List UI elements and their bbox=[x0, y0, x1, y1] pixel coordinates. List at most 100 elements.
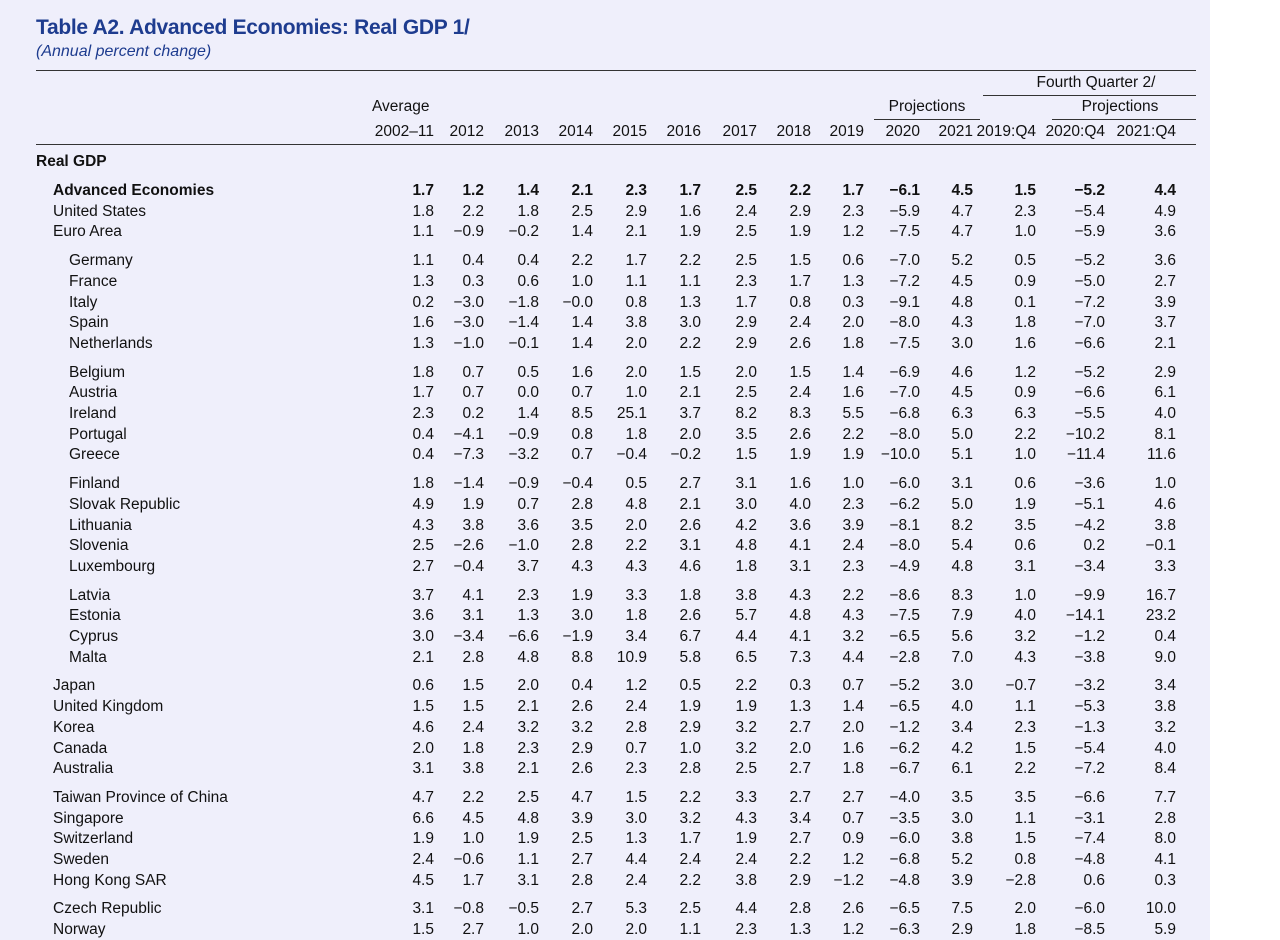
cell-value: 4.8 bbox=[789, 607, 811, 625]
cell-value: 1.9 bbox=[789, 446, 811, 464]
cell-value: 4.3 bbox=[842, 607, 864, 625]
column-header: 2018 bbox=[776, 123, 811, 140]
cell-value: 4.3 bbox=[625, 557, 647, 575]
cell-value: 1.0 bbox=[1154, 475, 1176, 493]
cell-value: −6.0 bbox=[889, 830, 920, 848]
row-label: France bbox=[69, 272, 118, 290]
cell-value: −9.1 bbox=[889, 293, 920, 311]
cell-value: −5.9 bbox=[889, 202, 920, 220]
cell-value: 4.2 bbox=[951, 739, 973, 757]
cell-value: 1.9 bbox=[679, 698, 701, 716]
cell-value: 2.8 bbox=[571, 495, 593, 513]
cell-value: −6.8 bbox=[889, 405, 920, 422]
cell-value: 0.7 bbox=[842, 809, 864, 827]
cell-value: 2.4 bbox=[842, 537, 864, 555]
cell-value: 3.6 bbox=[1154, 252, 1176, 270]
cell-value: 2.3 bbox=[412, 405, 434, 422]
cell-value: 4.0 bbox=[1154, 405, 1176, 422]
cell-value: 0.7 bbox=[517, 495, 539, 513]
cell-value: 2.3 bbox=[842, 202, 864, 220]
cell-value: 6.1 bbox=[1154, 384, 1176, 402]
cell-value: 4.8 bbox=[735, 537, 757, 555]
cell-value: 1.6 bbox=[842, 739, 864, 757]
cell-value: 7.3 bbox=[789, 648, 811, 666]
cell-value: 1.0 bbox=[842, 475, 864, 493]
cell-value: 2.4 bbox=[625, 698, 647, 716]
cell-value: −7.5 bbox=[889, 334, 920, 352]
cell-value: −0.9 bbox=[508, 425, 539, 443]
cell-value: 0.7 bbox=[842, 677, 864, 695]
cell-value: −1.2 bbox=[889, 718, 920, 736]
row-label: United Kingdom bbox=[53, 698, 164, 716]
row-label: Switzerland bbox=[53, 830, 134, 848]
cell-value: −5.2 bbox=[1074, 182, 1105, 199]
cell-value: 0.8 bbox=[571, 425, 593, 443]
cell-value: 1.3 bbox=[517, 607, 539, 625]
cell-value: 1.4 bbox=[517, 182, 539, 199]
cell-value: 0.7 bbox=[462, 363, 484, 381]
cell-value: 2.0 bbox=[735, 363, 757, 381]
cell-value: −8.0 bbox=[889, 314, 920, 332]
cell-value: −6.2 bbox=[889, 495, 920, 513]
cell-value: 8.3 bbox=[951, 586, 973, 604]
cell-value: 3.0 bbox=[679, 314, 701, 332]
cell-value: 4.3 bbox=[412, 516, 434, 534]
cell-value: 3.0 bbox=[951, 809, 973, 827]
cell-value: −0.9 bbox=[508, 475, 539, 493]
cell-value: 1.8 bbox=[1014, 921, 1036, 939]
cell-value: 8.5 bbox=[571, 405, 593, 422]
cell-value: 4.7 bbox=[951, 223, 973, 241]
cell-value: 2.9 bbox=[735, 314, 757, 332]
cell-value: 8.4 bbox=[1154, 760, 1176, 778]
cell-value: 2.7 bbox=[679, 475, 701, 493]
cell-value: 0.3 bbox=[462, 272, 484, 290]
cell-value: −0.1 bbox=[508, 334, 539, 352]
cell-value: 0.6 bbox=[842, 252, 864, 270]
cell-value: 1.9 bbox=[789, 223, 811, 241]
cell-value: 4.3 bbox=[1014, 648, 1036, 666]
cell-value: 3.1 bbox=[1014, 557, 1036, 575]
cell-value: −1.4 bbox=[453, 475, 484, 493]
cell-value: 7.7 bbox=[1154, 788, 1176, 806]
column-header: 2021 bbox=[938, 123, 973, 140]
cell-value: 3.5 bbox=[951, 788, 973, 806]
cell-value: −3.1 bbox=[1074, 809, 1105, 827]
cell-value: 1.0 bbox=[1014, 223, 1036, 241]
cell-value: 3.8 bbox=[1154, 698, 1176, 716]
cell-value: 2.1 bbox=[1154, 334, 1176, 352]
cell-value: 0.4 bbox=[412, 425, 434, 443]
column-header: 2019:Q4 bbox=[976, 123, 1036, 140]
cell-value: 3.7 bbox=[412, 586, 434, 604]
cell-value: −7.0 bbox=[1074, 314, 1105, 332]
cell-value: 1.5 bbox=[679, 363, 701, 381]
cell-value: 4.4 bbox=[842, 648, 864, 666]
cell-value: 2.7 bbox=[571, 900, 593, 918]
fourth-quarter-header: Fourth Quarter 2/ bbox=[1036, 74, 1156, 91]
cell-value: −6.6 bbox=[1074, 384, 1105, 402]
cell-value: 1.2 bbox=[842, 851, 864, 868]
cell-value: −1.4 bbox=[508, 314, 539, 332]
cell-value: 3.1 bbox=[735, 475, 757, 493]
row-label: Netherlands bbox=[69, 334, 153, 352]
cell-value: 7.0 bbox=[951, 648, 973, 666]
cell-value: 3.4 bbox=[951, 718, 973, 736]
cell-value: 2.4 bbox=[412, 851, 434, 868]
cell-value: 2.5 bbox=[571, 830, 593, 848]
column-header: 2012 bbox=[449, 123, 484, 140]
rule-top bbox=[36, 70, 1196, 71]
cell-value: 2.3 bbox=[735, 272, 757, 290]
cell-value: 1.9 bbox=[462, 495, 484, 513]
cell-value: 0.8 bbox=[789, 293, 811, 311]
cell-value: 1.3 bbox=[412, 272, 434, 290]
cell-value: −7.5 bbox=[889, 223, 920, 241]
cell-value: 4.1 bbox=[462, 586, 484, 604]
cell-value: 2.9 bbox=[625, 202, 647, 220]
cell-value: 2.4 bbox=[462, 718, 484, 736]
cell-value: 2.2 bbox=[462, 202, 484, 220]
cell-value: −6.5 bbox=[889, 628, 920, 645]
cell-value: −2.6 bbox=[453, 537, 484, 555]
cell-value: 1.2 bbox=[462, 182, 484, 199]
cell-value: 2.9 bbox=[1154, 363, 1176, 381]
cell-value: −3.2 bbox=[508, 446, 539, 464]
cell-value: −5.5 bbox=[1074, 405, 1105, 422]
